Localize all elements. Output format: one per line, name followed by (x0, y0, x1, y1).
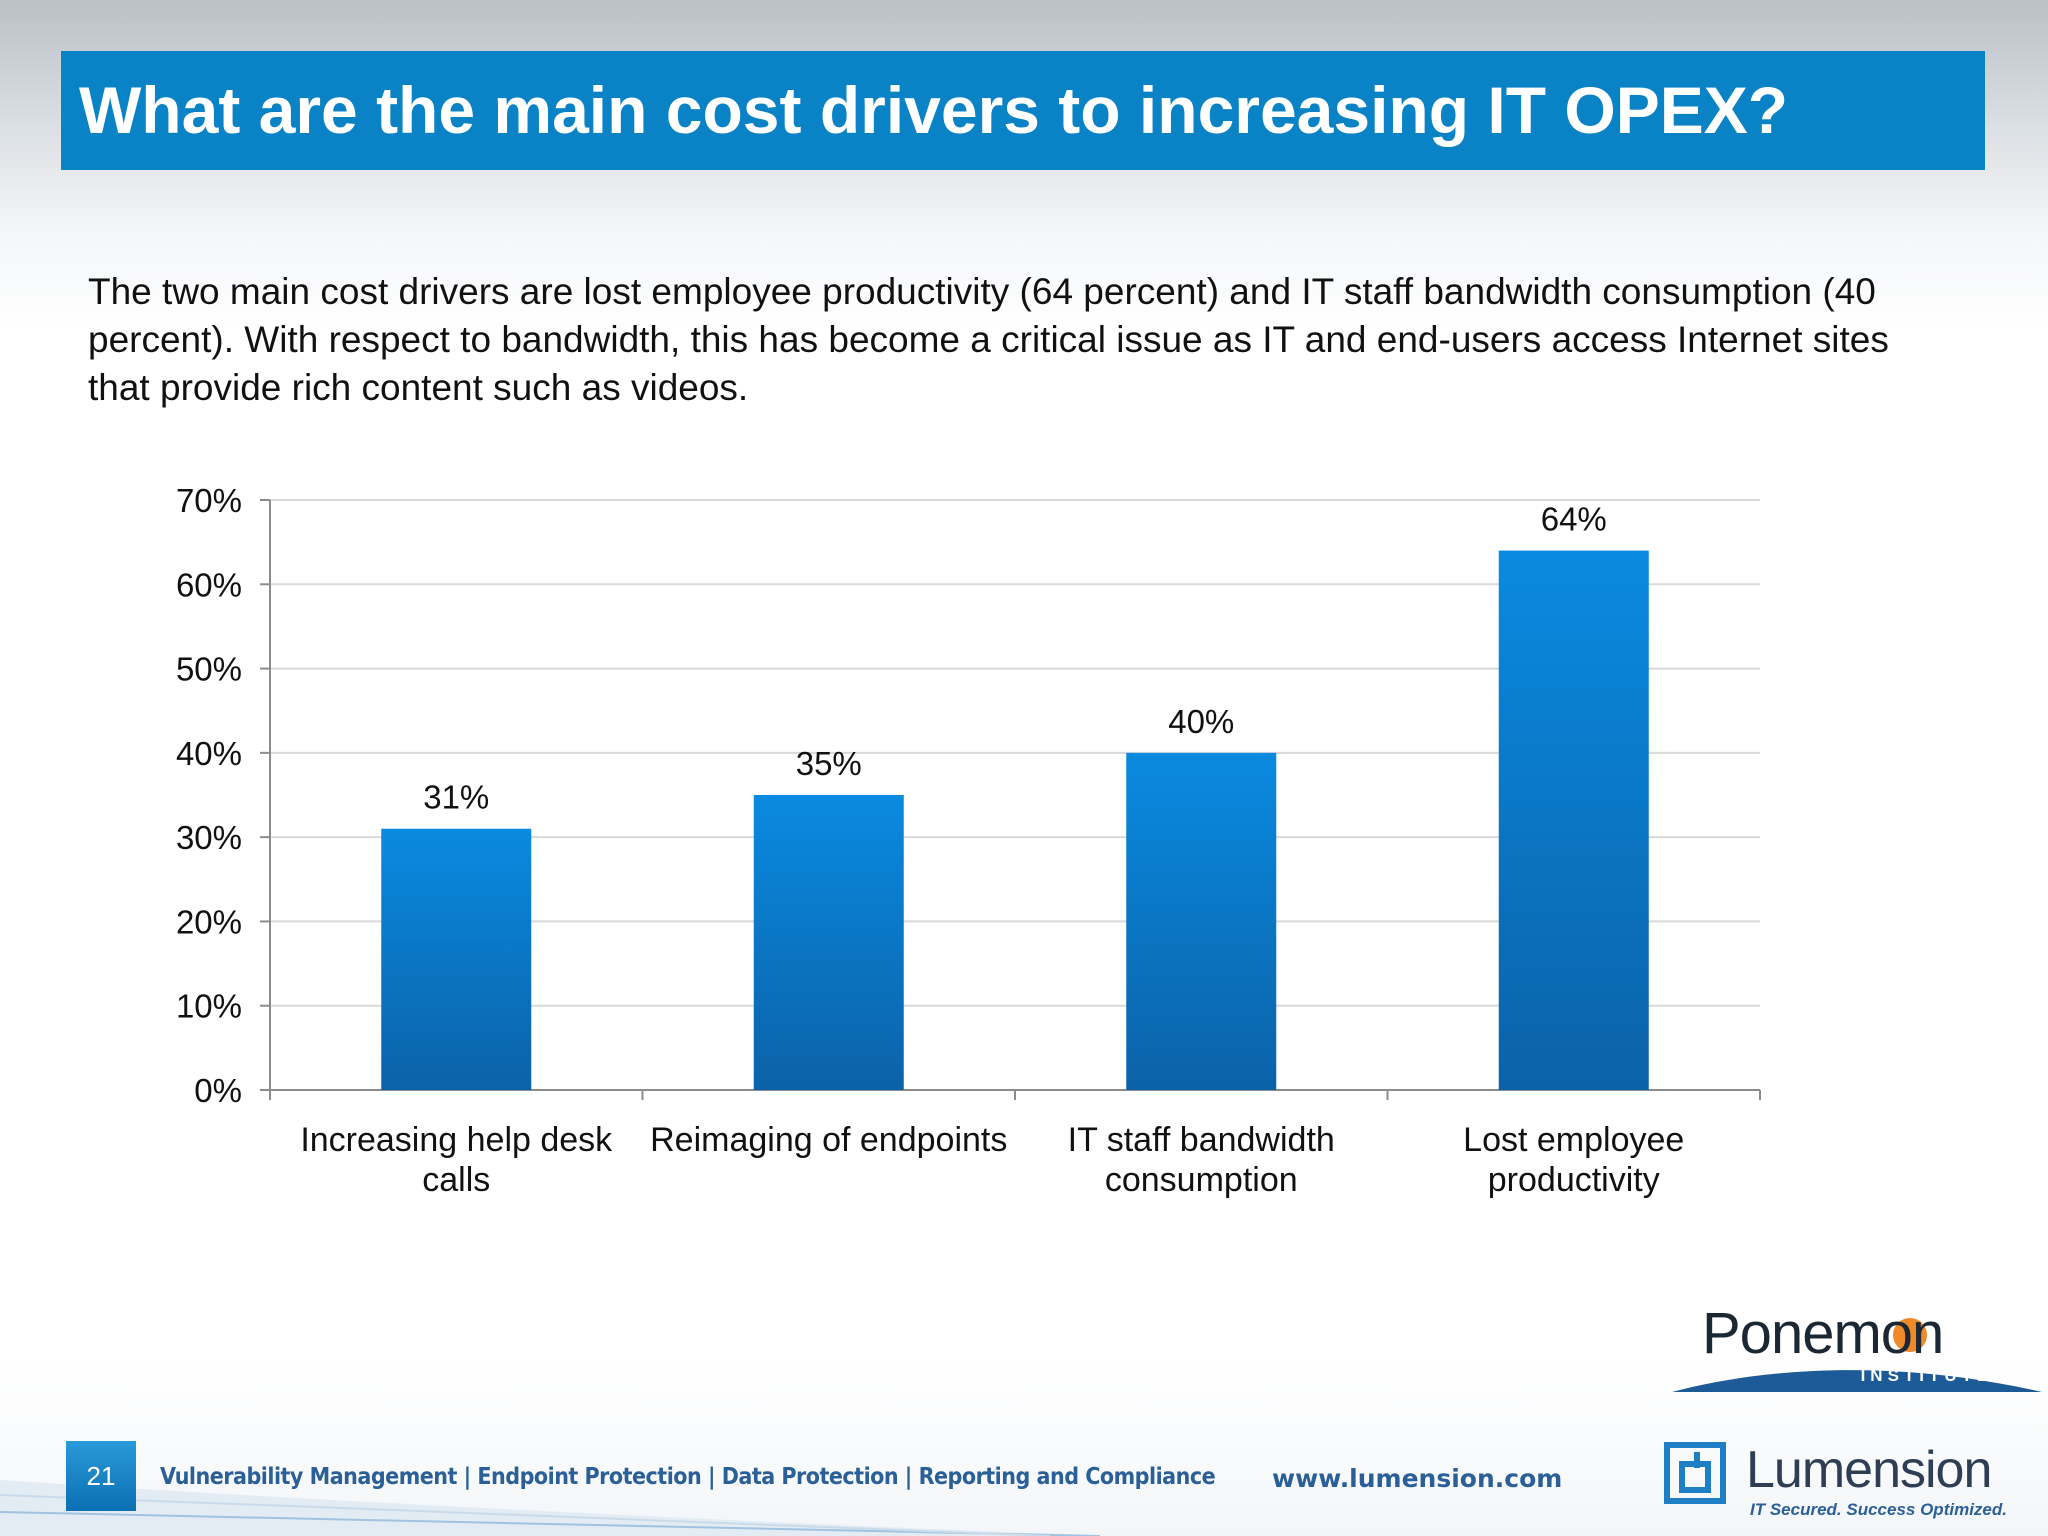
bar-chart: 0% 10% 20% 30% 40% 50% 60% 70% 31% Increasing hel… (176, 482, 1761, 1199)
y-tick-label: 0% (194, 1072, 242, 1109)
y-tick-label: 50% (176, 651, 242, 688)
labels: 0% 10% 20% 30% 40% 50% 60% 70% 31% Increasing hel… (176, 482, 1684, 1199)
y-tick-label: 40% (176, 735, 242, 772)
y-tick-label: 60% (176, 566, 242, 603)
footer-swoosh (0, 1480, 1101, 1536)
bar (1126, 752, 1277, 1090)
data-label: 31% (423, 779, 489, 816)
bar (381, 828, 532, 1090)
y-tick-label: 20% (176, 903, 242, 940)
x-category-label: calls (422, 1161, 490, 1199)
x-category-label: productivity (1488, 1161, 1660, 1199)
x-category-label: IT staff bandwidth (1068, 1121, 1335, 1159)
x-category-label: Increasing help desk (300, 1121, 613, 1159)
data-label: 35% (796, 745, 862, 782)
footer-url[interactable]: www.lumension.com (1272, 1464, 1563, 1493)
ponemon-logo: Ponemon INSTITUTE (1672, 1298, 2042, 1398)
bars (381, 550, 1649, 1090)
slide-title: What are the main cost drivers to increa… (79, 73, 1789, 147)
x-category-label: Reimaging of endpoints (650, 1121, 1007, 1159)
ponemon-swoosh-icon (1672, 1318, 2042, 1392)
intro-paragraph: The two main cost drivers are lost emplo… (88, 271, 1889, 408)
lumension-tagline: IT Secured. Success Optimized. (1750, 1500, 2007, 1519)
title-bar: What are the main cost drivers to increa… (61, 51, 1985, 170)
x-category-label: Lost employee (1463, 1121, 1684, 1159)
y-tick-label: 70% (176, 482, 242, 519)
y-tick-label: 10% (176, 988, 242, 1025)
lumension-logo: Lumension IT Secured. Success Optimized. (1664, 1440, 2044, 1530)
lumension-wordmark: Lumension (1746, 1441, 1992, 1499)
data-label: 64% (1541, 501, 1607, 538)
data-label: 40% (1168, 703, 1234, 740)
page-number: 21 (66, 1441, 136, 1511)
x-category-label: consumption (1105, 1161, 1298, 1199)
y-tick-label: 30% (176, 819, 242, 856)
footer-tagline: Vulnerability Management | Endpoint Prot… (160, 1464, 1216, 1490)
lumension-mark-icon (1664, 1442, 1726, 1504)
bar (1498, 550, 1649, 1090)
ponemon-subtitle: INSTITUTE (1860, 1366, 1994, 1385)
bar (753, 795, 904, 1090)
ponemon-wordmark: Ponemon (1702, 1301, 1944, 1366)
